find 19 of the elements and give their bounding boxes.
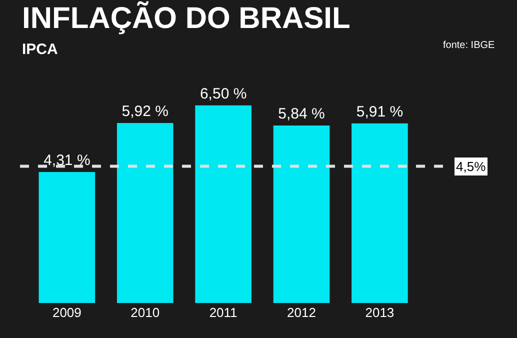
bar [116, 123, 174, 303]
x-tick-label: 2010 [130, 305, 160, 320]
source-note: fonte: IBGE [443, 40, 496, 51]
data-label: 5,92 % [122, 103, 168, 120]
x-tick-label: 2011 [209, 305, 238, 320]
x-tick-label: 2009 [52, 305, 82, 320]
bar [352, 123, 408, 303]
data-label: 5,84 % [278, 105, 325, 122]
bar [195, 105, 252, 303]
data-label: 5,91 % [356, 103, 404, 120]
bar [273, 125, 330, 303]
chart-subtitle: IPCA [22, 41, 58, 58]
bar [38, 172, 96, 303]
x-tick-label: 2012 [287, 305, 316, 320]
data-label: 6,50 % [200, 85, 247, 102]
data-label: 4,31 % [44, 152, 90, 169]
ref-line-label: 4,5% [456, 159, 486, 174]
chart-title: INFLAÇÃO DO BRASIL [22, 1, 350, 35]
x-tick-label: 2013 [365, 305, 394, 320]
